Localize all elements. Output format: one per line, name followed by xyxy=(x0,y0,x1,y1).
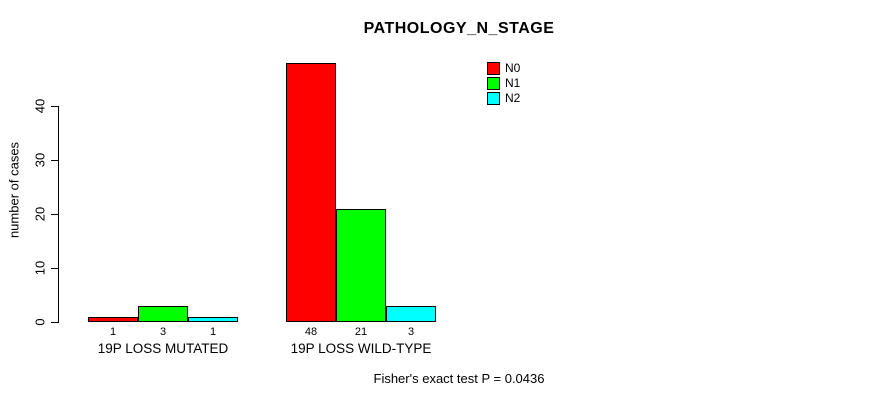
legend-item-n1: N1 xyxy=(487,76,520,90)
bar-value-label: 21 xyxy=(354,326,368,338)
legend: N0 N1 N2 xyxy=(487,61,520,105)
y-axis-label-text: number of cases xyxy=(6,141,22,239)
bar-value-label: 48 xyxy=(304,326,318,338)
bar-n2-group2 xyxy=(386,305,436,322)
y-tick-label-text: 30 xyxy=(32,152,48,168)
legend-swatch-n2 xyxy=(487,91,500,105)
y-tick-label-text: 40 xyxy=(32,98,48,114)
legend-swatch-n0 xyxy=(487,61,500,75)
y-tick-mark xyxy=(51,105,59,107)
legend-label: N2 xyxy=(505,90,521,105)
y-tick-label-text: 0 xyxy=(32,318,48,326)
bar-n1-group2 xyxy=(336,208,386,322)
legend-item-n0: N0 xyxy=(487,61,520,75)
group-label: 19P LOSS WILD-TYPE xyxy=(290,341,432,356)
group-label: 19P LOSS MUTATED xyxy=(97,341,229,356)
bar-n0-group1 xyxy=(88,316,138,322)
bar-value-label: 3 xyxy=(407,326,415,338)
bar-value-label: 3 xyxy=(159,326,167,338)
y-tick-label-text: 10 xyxy=(32,260,48,276)
legend-label: N0 xyxy=(505,60,521,75)
y-tick-mark xyxy=(51,321,59,323)
legend-item-n2: N2 xyxy=(487,91,520,105)
y-tick-label-text: 20 xyxy=(32,206,48,222)
bar-value-label: 1 xyxy=(209,326,217,338)
bar-value-label: 1 xyxy=(109,326,117,338)
bar-n1-group1 xyxy=(138,305,188,322)
y-tick-mark xyxy=(51,267,59,269)
y-tick-mark xyxy=(51,213,59,215)
bar-n0-group2 xyxy=(286,62,336,322)
bar-n2-group1 xyxy=(188,316,238,322)
fisher-test-footnote: Fisher's exact test P = 0.0436 xyxy=(373,371,545,386)
chart-title: PATHOLOGY_N_STAGE xyxy=(363,20,555,37)
y-tick-mark xyxy=(51,159,59,161)
legend-swatch-n1 xyxy=(487,76,500,90)
legend-label: N1 xyxy=(505,75,521,90)
